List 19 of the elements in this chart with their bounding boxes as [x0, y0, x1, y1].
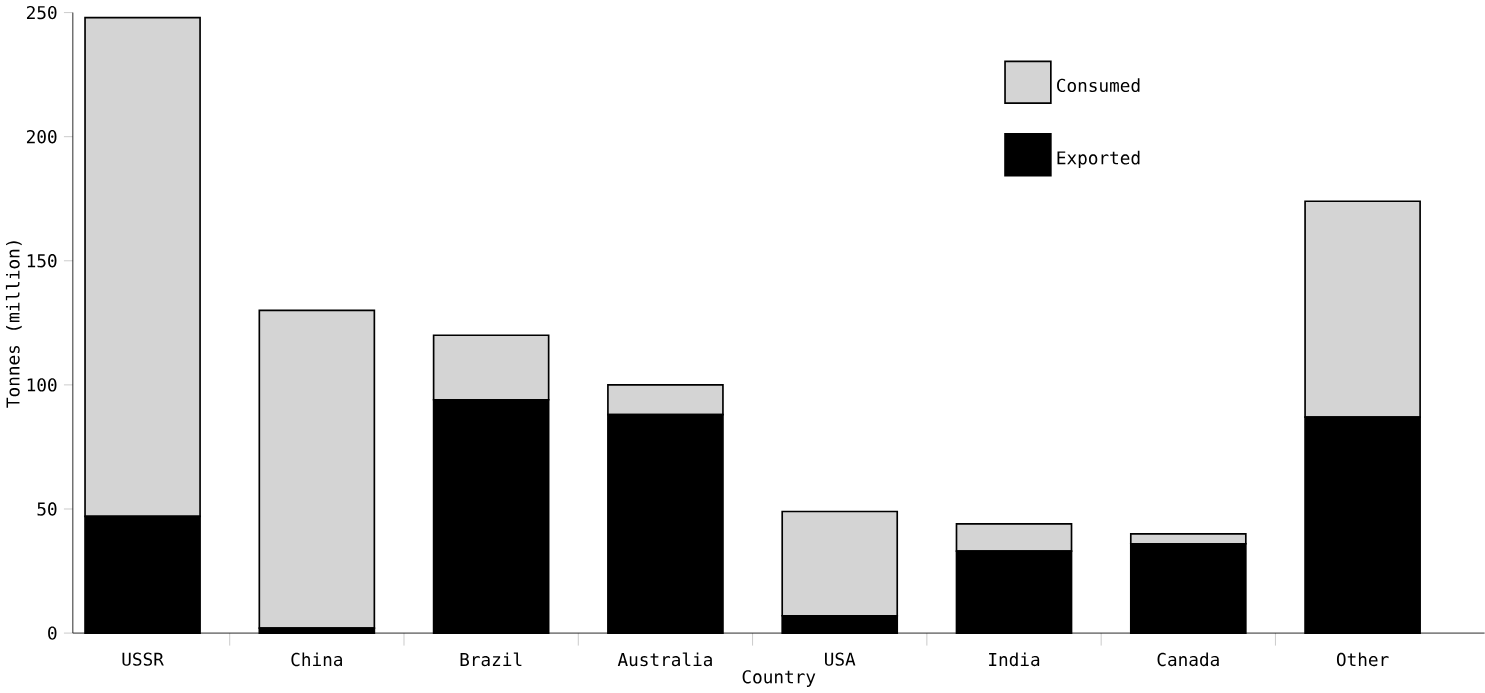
- x-tick-label: Other: [1336, 652, 1389, 667]
- x-tick-label: Canada: [1157, 652, 1219, 667]
- x-axis-title: Country: [742, 670, 816, 688]
- y-axis-title: Tonnes (million): [5, 241, 22, 408]
- y-tick-label: 100: [27, 378, 57, 392]
- bar: [258, 309, 376, 630]
- y-tick-label: 50: [37, 502, 57, 516]
- x-tick-label: Brazil: [460, 652, 522, 667]
- y-tick-label: 150: [27, 254, 57, 268]
- y-tick-label: 200: [26, 130, 57, 144]
- legend-label: Exported: [1057, 150, 1140, 169]
- x-tick-label: USSR: [122, 652, 164, 666]
- x-tick-label: India: [989, 652, 1040, 667]
- y-tick-label: 250: [26, 5, 57, 20]
- legend-label: Consumed: [1057, 78, 1140, 93]
- x-tick-label: China: [291, 652, 342, 667]
- x-tick-label: Australia: [617, 652, 712, 667]
- y-tick-label: 0: [48, 626, 57, 640]
- x-tick-label: USA: [825, 652, 856, 666]
